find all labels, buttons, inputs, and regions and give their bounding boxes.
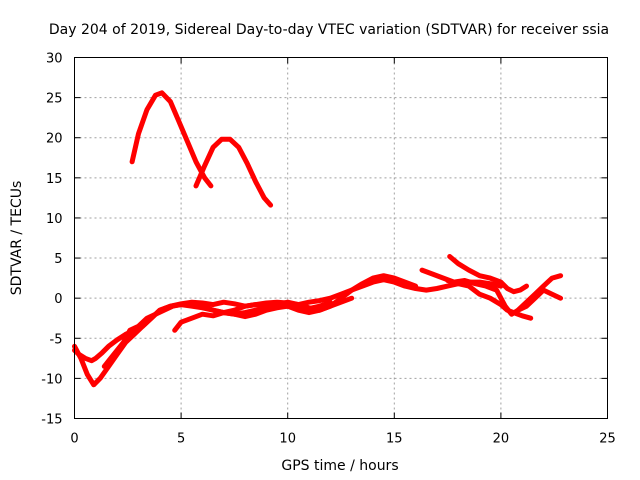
y-tick-labels: -15 -10 -5 0 5 10 15 20 25 30: [41, 52, 62, 428]
series-arc-5: [101, 295, 355, 369]
series-arc-10: [515, 287, 564, 313]
series-arc-2: [193, 136, 274, 208]
series-arc-6: [172, 273, 419, 333]
y-tick-label: 30: [46, 52, 63, 67]
series-arc-9: [445, 278, 534, 321]
x-tick-label: 5: [177, 432, 185, 447]
series-group: [72, 90, 564, 388]
grid: [74, 57, 608, 419]
x-tick-label: 15: [386, 432, 403, 447]
y-tick-label: 15: [46, 172, 63, 187]
series-arc-8: [447, 254, 529, 295]
x-tick-label: 20: [493, 432, 510, 447]
y-axis-label: SDTVAR / TECUs: [9, 181, 25, 296]
axis-ticks: [74, 57, 608, 419]
x-tick-labels: 0 5 10 15 20 25: [70, 432, 615, 447]
y-tick-label: -5: [50, 332, 63, 347]
y-tick-label: 10: [46, 212, 63, 227]
x-tick-label: 10: [279, 432, 296, 447]
y-tick-label: 20: [46, 132, 63, 147]
series-arc-1: [129, 90, 214, 189]
y-tick-label: 0: [54, 292, 62, 307]
y-tick-label: -10: [41, 372, 62, 387]
y-tick-label: 25: [46, 92, 63, 107]
x-axis-label: GPS time / hours: [281, 458, 398, 474]
chart-title: Day 204 of 2019, Sidereal Day-to-day VTE…: [49, 22, 609, 38]
y-tick-label: -15: [41, 413, 62, 428]
plot-frame: [74, 57, 608, 419]
y-tick-label: 5: [54, 252, 62, 267]
x-tick-label: 0: [70, 432, 78, 447]
series-arc-3: [72, 277, 504, 364]
x-tick-label: 25: [599, 432, 616, 447]
